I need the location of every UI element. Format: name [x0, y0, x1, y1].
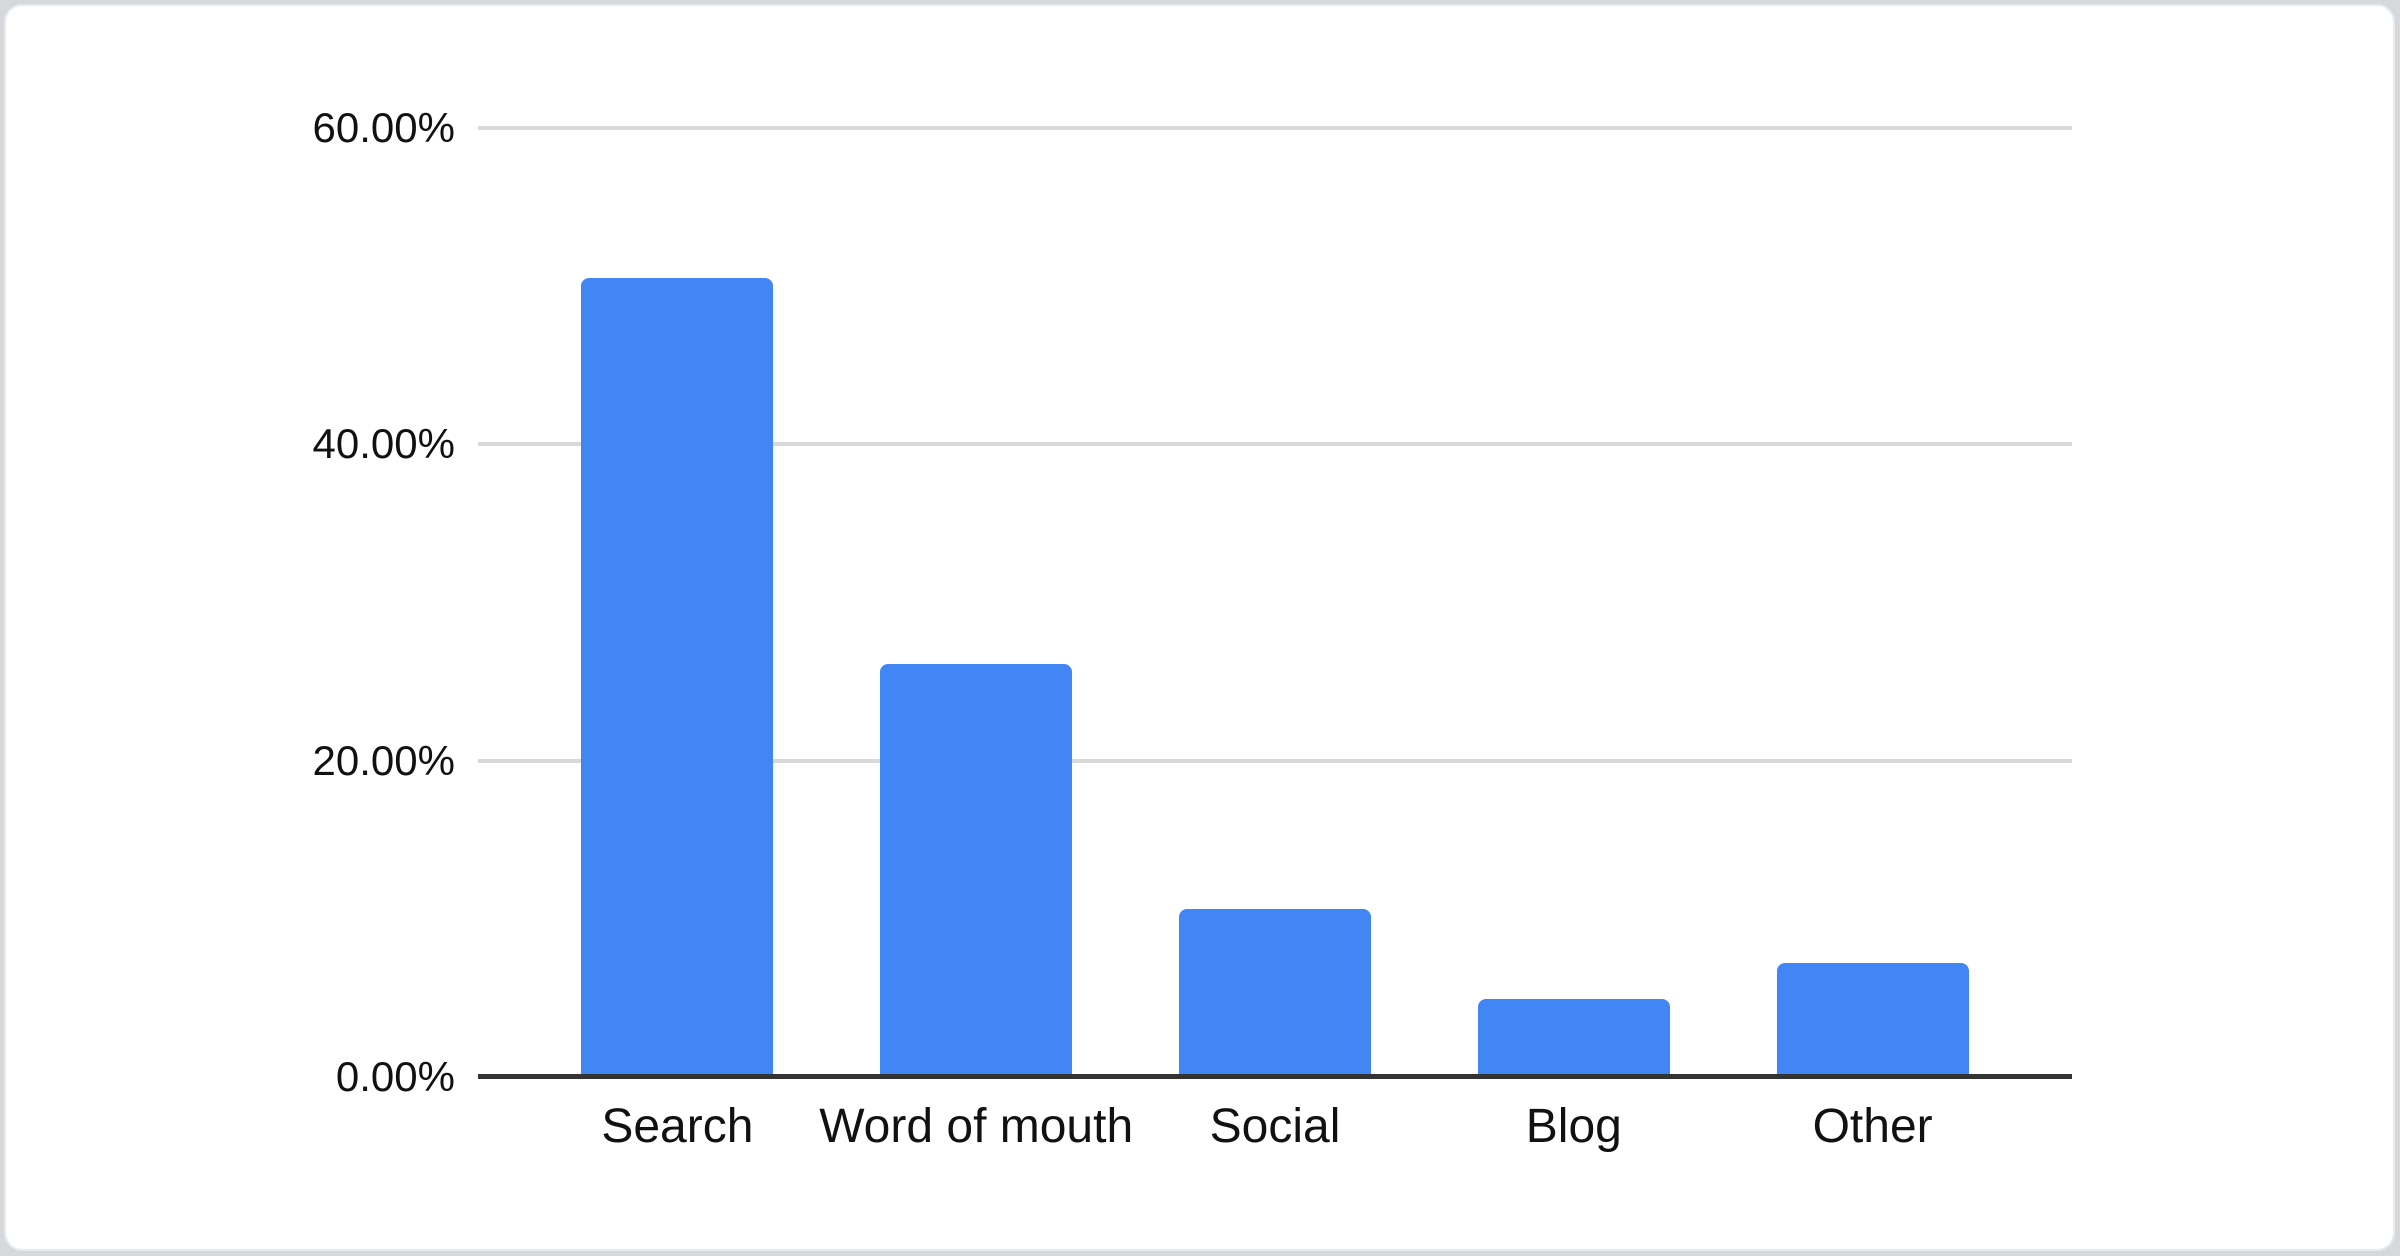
x-axis-category-label: Social [1209, 1100, 1341, 1153]
x-axis-category-label: Blog [1525, 1100, 1622, 1153]
x-axis-category-label: Other [1812, 1100, 1933, 1153]
bar-other[interactable] [1776, 963, 1969, 1077]
y-axis-tick-label: 40.00% [312, 420, 455, 468]
x-axis-line [478, 1074, 2072, 1079]
bar-word-of-mouth[interactable] [880, 664, 1073, 1077]
bar-social[interactable] [1179, 909, 1371, 1077]
gridline [478, 126, 2072, 130]
x-axis-category-label: Search [601, 1100, 754, 1153]
bar-blog[interactable] [1477, 999, 1670, 1077]
gridline [478, 442, 2072, 447]
gridline [478, 758, 2072, 763]
y-axis-tick-label: 60.00% [312, 104, 455, 151]
x-axis-category-label: Word of mouth [819, 1100, 1134, 1153]
y-axis-tick-label: 0.00% [335, 1053, 455, 1100]
bar-search[interactable] [581, 278, 774, 1077]
y-axis-tick-label: 20.00% [312, 736, 455, 784]
